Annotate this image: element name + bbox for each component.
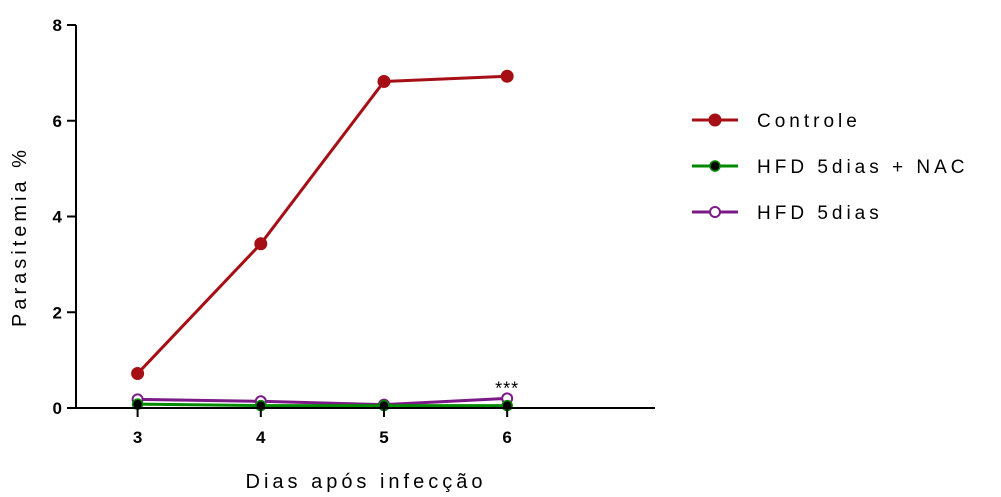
y-tick-label: 8 xyxy=(53,16,62,35)
x-tick-label: 4 xyxy=(256,428,266,447)
legend-marker xyxy=(708,113,722,127)
series-layer xyxy=(131,69,514,412)
legend: Controle HFD 5dias + NAC HFD 5dias xyxy=(692,111,969,224)
x-axis-title: Dias após infecção xyxy=(246,471,487,493)
x-tick-label: 6 xyxy=(502,428,511,447)
y-axis-title: Parasitemia % xyxy=(9,146,31,327)
y-tick-label: 2 xyxy=(53,303,62,322)
data-point xyxy=(131,367,145,381)
legend-marker xyxy=(709,206,721,218)
series-line xyxy=(136,74,508,375)
legend-label: Controle xyxy=(757,111,861,132)
legend-label: HFD 5dias xyxy=(757,203,883,224)
series-line xyxy=(137,396,508,407)
data-point xyxy=(500,69,514,83)
legend-marker xyxy=(709,160,721,172)
y-tick-label: 4 xyxy=(53,208,63,227)
y-tick-label: 6 xyxy=(53,112,62,131)
y-tick-label: 0 xyxy=(53,399,62,418)
x-tick-label: 3 xyxy=(133,428,142,447)
significance-annotation: *** xyxy=(495,378,519,398)
series-line xyxy=(137,402,508,408)
data-point xyxy=(377,74,391,88)
y-axis: 0 2 4 6 8 xyxy=(53,16,77,418)
x-axis: 3 4 5 6 xyxy=(76,407,655,447)
x-tick-label: 5 xyxy=(379,428,388,447)
data-point xyxy=(254,237,268,251)
legend-label: HFD 5dias + NAC xyxy=(757,157,969,178)
annotation-layer: *** xyxy=(495,378,519,398)
